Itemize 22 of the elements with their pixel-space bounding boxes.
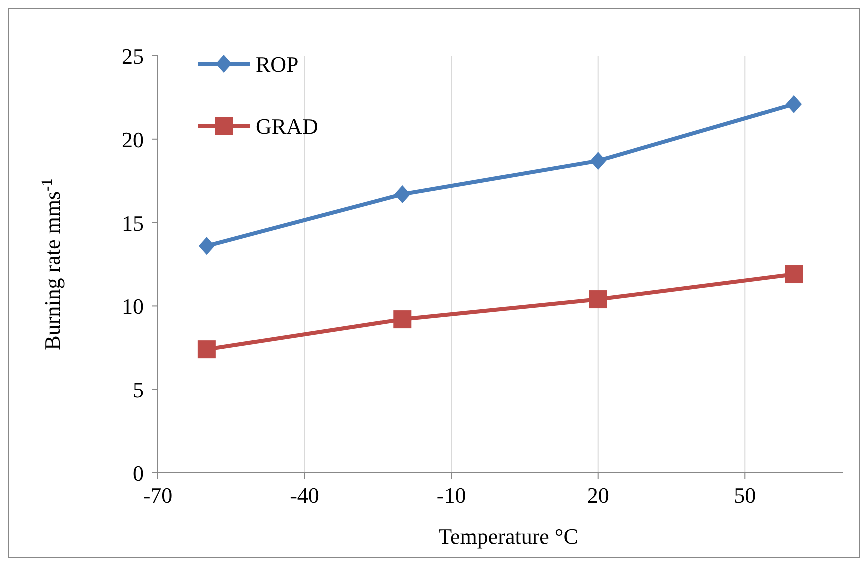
y-tick-label: 10 (122, 294, 144, 320)
legend-label: GRAD (256, 114, 318, 139)
point (590, 152, 606, 170)
legend-label: ROP (256, 52, 299, 77)
x-tick-label: -70 (143, 483, 173, 508)
point (589, 290, 608, 309)
y-tick-label: 25 (122, 44, 144, 69)
x-tick-label: 50 (734, 483, 756, 508)
x-tick-label: -10 (436, 483, 466, 508)
y-tick-label: 5 (133, 378, 144, 403)
x-axis-title: Temperature °C (438, 524, 578, 549)
point (394, 185, 411, 204)
point (786, 95, 802, 114)
x-tick-label: -40 (290, 483, 320, 508)
y-tick-label: 0 (133, 461, 144, 486)
y-tick-label: 20 (122, 127, 144, 152)
point (785, 266, 804, 284)
point (394, 310, 412, 329)
y-tick-label: 15 (122, 210, 144, 236)
x-tick-label: 20 (587, 483, 610, 508)
point (198, 237, 215, 256)
point (198, 340, 216, 359)
